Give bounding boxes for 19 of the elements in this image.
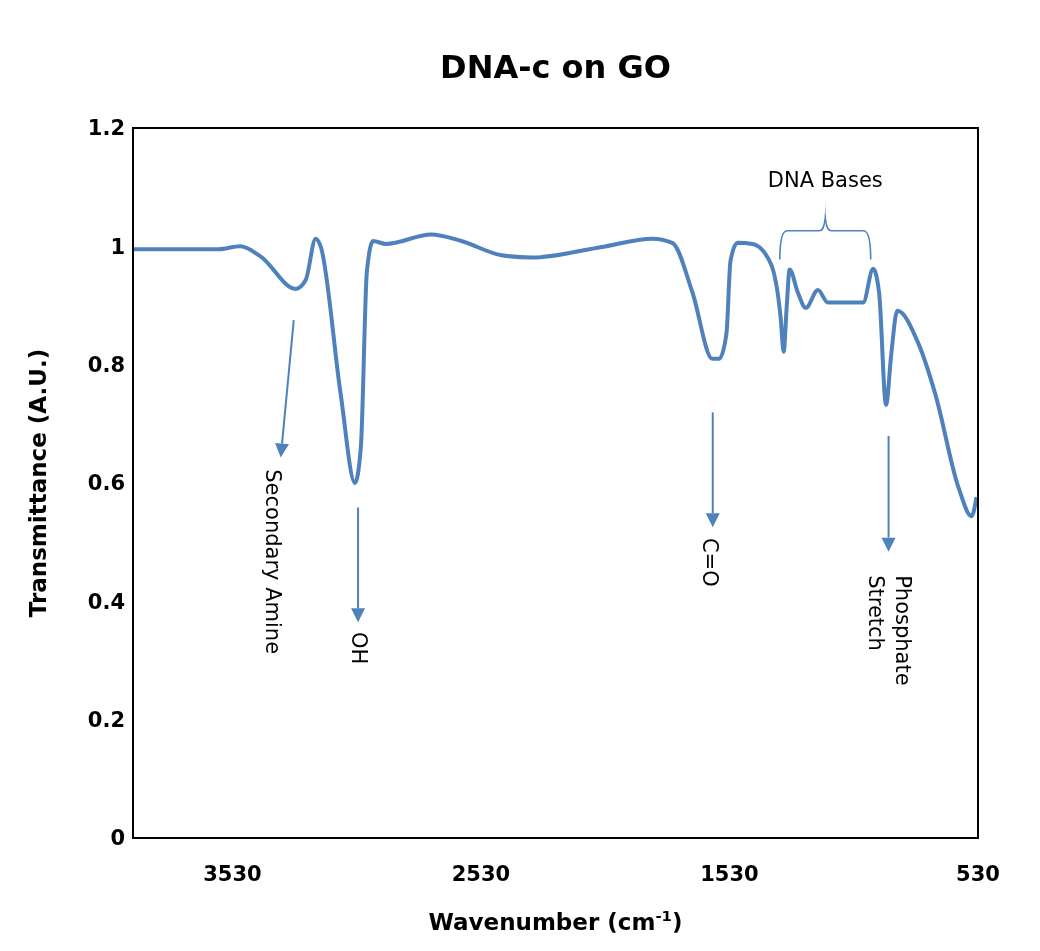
y-tick-label: 0.2 bbox=[87, 708, 125, 733]
annotation: OH bbox=[347, 632, 372, 665]
y-tick-label: 0.6 bbox=[87, 471, 125, 496]
annotation: C=O bbox=[697, 537, 722, 587]
y-axis-title: Transmittance (A.U.) bbox=[25, 348, 51, 618]
x-tick-label: 1530 bbox=[700, 861, 759, 886]
x-tick-label: 2530 bbox=[451, 861, 511, 886]
annotation: Secondary Amine bbox=[260, 469, 285, 655]
y-tick-label: 1.2 bbox=[87, 116, 125, 141]
chart-title: DNA-c on GO bbox=[440, 48, 671, 86]
y-tick-label: 0.8 bbox=[87, 353, 125, 378]
annotation: Phosphate Stretch bbox=[864, 575, 915, 686]
x-tick-label: 530 bbox=[956, 861, 1000, 886]
y-tick-label: 0 bbox=[110, 826, 125, 851]
annotation: DNA Bases bbox=[767, 167, 883, 192]
x-tick-label: 3530 bbox=[203, 861, 262, 886]
y-tick-label: 0.4 bbox=[87, 589, 125, 614]
x-axis-title: Wavenumber (cm$^{-1}$) bbox=[428, 907, 683, 935]
y-tick-label: 1 bbox=[110, 234, 125, 259]
